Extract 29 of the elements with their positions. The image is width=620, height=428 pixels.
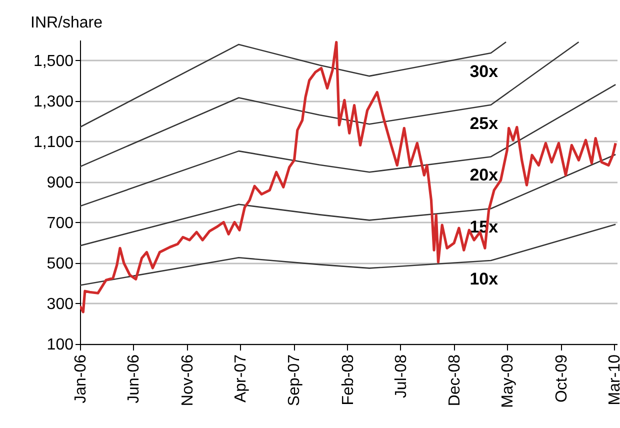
y-tick-label: 300 — [46, 296, 74, 313]
line-series — [80, 40, 617, 314]
x-tick-label: Dec-08 — [446, 354, 464, 406]
x-tick-label: Jul-08 — [392, 354, 410, 398]
x-tick-label: Apr-07 — [232, 354, 250, 403]
y-tick-label: 700 — [46, 214, 74, 232]
x-tick-label: Nov-06 — [179, 354, 196, 406]
line-series — [80, 84, 616, 207]
x-tick-label: Sep-07 — [286, 354, 304, 406]
x-tick-label: Mar-10 — [606, 354, 620, 406]
x-tick-label: Jan-06 — [72, 354, 90, 404]
series-label: 25x — [470, 114, 499, 133]
y-tick-label: 900 — [46, 174, 74, 192]
y-axis-title: INR/share — [30, 14, 103, 32]
x-tick-label: Oct-09 — [553, 354, 570, 403]
series-label: 30x — [470, 62, 499, 81]
series-label: 10x — [470, 270, 499, 288]
y-tick-label: 1,500 — [33, 52, 74, 70]
y-tick-label: 1,300 — [33, 93, 74, 110]
line-series — [80, 41, 507, 128]
y-tick-label: 500 — [46, 255, 74, 272]
y-tick-label: 1,100 — [33, 134, 74, 151]
x-tick-label: May-09 — [500, 354, 517, 408]
series-label: 20x — [470, 166, 499, 185]
y-tick-label: 100 — [46, 336, 74, 354]
x-tick-label: Feb-08 — [340, 354, 357, 406]
line-series — [80, 41, 580, 168]
line-series — [80, 154, 616, 246]
x-tick-label: Jun-06 — [126, 354, 143, 404]
